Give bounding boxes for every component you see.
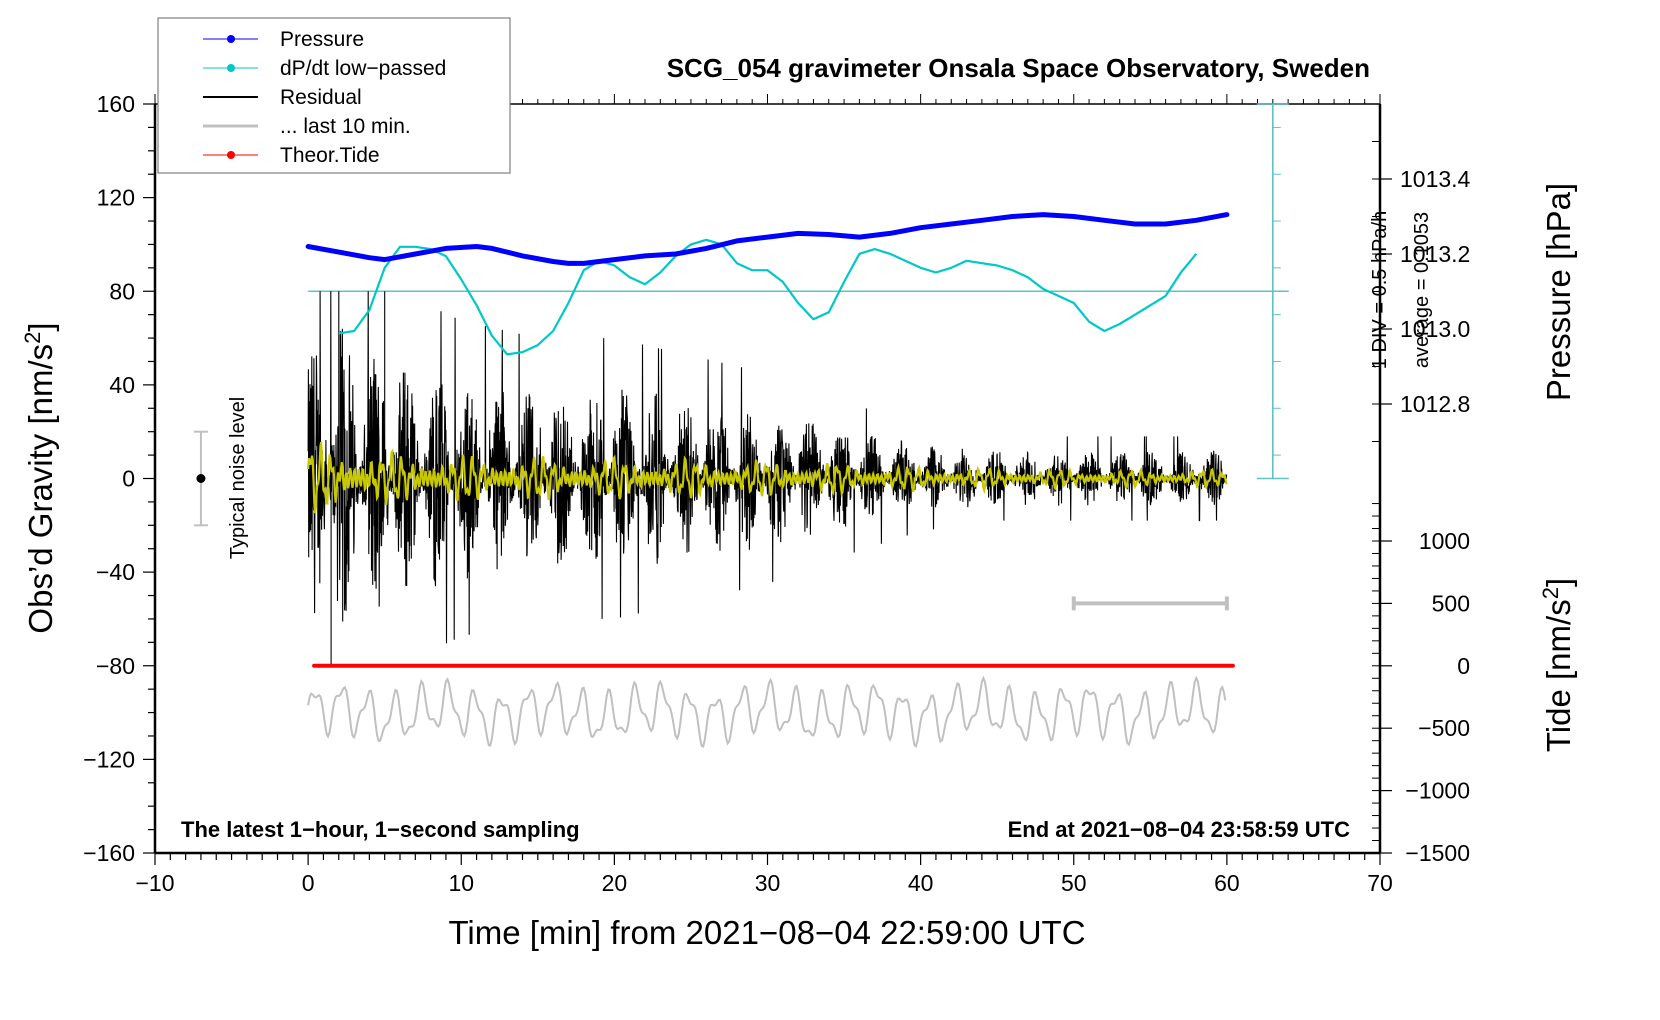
legend: Pressure dP/dt low−passed Residual ... last… [157, 17, 511, 174]
x-tick-label: 70 [1367, 870, 1393, 896]
last10-series [307, 675, 1227, 749]
y-tick-label: 0 [122, 466, 135, 492]
dpdt-series [338, 238, 1198, 356]
pressure-tick-label: 1012.8 [1400, 391, 1470, 417]
tide-axis-title-sup: 2 [1538, 587, 1563, 599]
tide-tick-label: −1000 [1405, 778, 1470, 804]
x-tick-label: 50 [1061, 870, 1087, 896]
y-axis-title: Obs’d Gravity [nm/s2] [20, 322, 60, 633]
legend-label: Residual [280, 86, 362, 109]
legend-item: Residual [203, 86, 362, 109]
dpdt-line [338, 238, 1198, 356]
legend-label: Pressure [280, 28, 364, 51]
y-axis-title-main: Obs’d Gravity [nm/s [22, 344, 59, 634]
tide-axis-title: Tide [nm/s2] [1538, 578, 1578, 752]
x-tick-label: 30 [755, 870, 781, 896]
x-tick-label: −10 [135, 870, 174, 896]
x-tick-label: 10 [448, 870, 474, 896]
residual-line [307, 291, 1228, 666]
x-tick-label: 60 [1214, 870, 1240, 896]
x-tick-label: 40 [908, 870, 934, 896]
tide-tick-label: −500 [1418, 715, 1470, 741]
tide-axis-title-end: ] [1540, 578, 1577, 587]
filtered-series [307, 441, 1228, 514]
last10-line [307, 675, 1227, 749]
legend-item: dP/dt low−passed [203, 57, 446, 80]
tide-tick-label: 1000 [1419, 528, 1470, 554]
y-tick-label: 80 [109, 278, 135, 304]
legend-box [157, 17, 511, 174]
pressure-tick-label: 1013.4 [1400, 166, 1471, 192]
pressure-tick-label: 1013.0 [1400, 316, 1470, 342]
pressure-axis-title: Pressure [hPa] [1540, 183, 1577, 401]
noise-label: Typical noise level [227, 397, 249, 559]
tide-axis-title-main: Tide [nm/s [1540, 599, 1577, 752]
pressure-tick-label: 1013.2 [1400, 241, 1470, 267]
y-tick-label: 120 [97, 185, 135, 211]
legend-label: Theor.Tide [280, 144, 380, 167]
last10-scale-bar [1071, 596, 1229, 611]
y-tick-label: −80 [96, 653, 135, 679]
chart-title: SCG_054 gravimeter Onsala Space Observat… [667, 53, 1370, 83]
tide-tick-label: −1500 [1405, 840, 1470, 866]
annotation-bottom-right: End at 2021−08−04 23:58:59 UTC [1008, 817, 1351, 842]
y-axis-title-end: ] [22, 322, 59, 331]
tide-tick-label: 0 [1457, 653, 1470, 679]
x-tick-label: 20 [602, 870, 628, 896]
legend-label: ... last 10 min. [280, 115, 411, 138]
noise-marker [193, 430, 208, 527]
tide-tick-label: 500 [1432, 590, 1470, 616]
legend-swatch-dot [227, 35, 235, 43]
pressure-series [305, 212, 1230, 266]
y-tick-label: 40 [109, 372, 135, 398]
legend-swatch-dot [227, 64, 235, 72]
legend-label: dP/dt low−passed [280, 57, 446, 80]
legend-swatch-dot [227, 151, 235, 159]
legend-item: Theor.Tide [203, 144, 380, 167]
annotation-bottom-left: The latest 1−hour, 1−second sampling [181, 817, 580, 842]
x-tick-label: 0 [302, 870, 315, 896]
y-axis-pressure: 1012.8 1013.0 1013.2 1013.4 [1372, 141, 1471, 442]
x-axis: −10 0 10 20 30 40 50 60 70 [135, 94, 1393, 896]
y-axis-tide: −1500 −1000 −500 0 500 1000 [1372, 503, 1470, 866]
y-tick-label: −120 [83, 746, 135, 772]
y-tick-label: −160 [83, 840, 135, 866]
legend-item: Pressure [203, 28, 364, 51]
y-tick-label: 160 [97, 91, 135, 117]
legend-item: ... last 10 min. [203, 115, 411, 138]
pressure-line [305, 212, 1230, 266]
filtered-line [307, 441, 1228, 514]
y-axis-title-sup: 2 [20, 332, 45, 344]
dpdt-average-label: average = 0.1053 [1411, 212, 1433, 368]
y-axis-left: −160 −120 −80 −40 0 40 80 120 160 [83, 91, 155, 866]
noise-center-dot [196, 474, 206, 483]
residual-series [307, 291, 1228, 666]
dpdt-div-label: 1 DIV = 0.5 hPa/h [1369, 211, 1391, 369]
dpdt-scale [308, 103, 1289, 480]
x-axis-title: Time [min] from 2021−08−04 22:59:00 UTC [448, 914, 1085, 951]
y-tick-label: −40 [96, 559, 135, 585]
